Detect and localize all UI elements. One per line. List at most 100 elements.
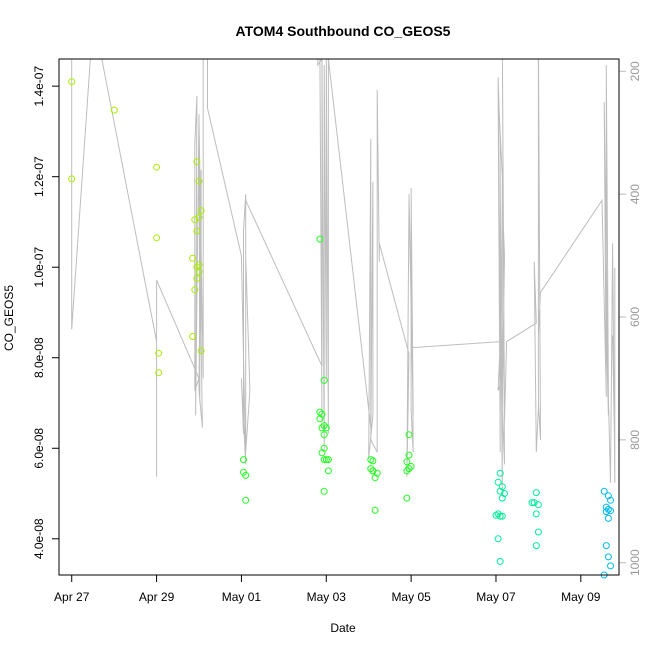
data-point bbox=[316, 415, 324, 423]
data-point bbox=[496, 557, 504, 565]
data-point bbox=[242, 471, 250, 479]
y-tick-label: 4.0e-08 bbox=[32, 518, 46, 559]
data-point bbox=[532, 510, 540, 518]
right-tick-label: 400 bbox=[628, 184, 642, 204]
data-point bbox=[405, 451, 413, 459]
data-point bbox=[318, 424, 326, 432]
data-point bbox=[607, 496, 614, 504]
chart-title: ATOM4 Southbound CO_GEOS5 bbox=[236, 23, 451, 39]
x-tick-label: May 07 bbox=[476, 590, 516, 604]
data-point bbox=[604, 514, 612, 522]
data-point bbox=[153, 234, 161, 242]
data-point bbox=[320, 456, 328, 464]
data-point bbox=[492, 511, 500, 519]
right-tick-label: 200 bbox=[628, 61, 642, 81]
data-point bbox=[191, 286, 199, 294]
data-point bbox=[195, 177, 203, 185]
data-point bbox=[68, 175, 76, 183]
data-point bbox=[369, 457, 377, 465]
data-point bbox=[195, 261, 203, 269]
data-point bbox=[195, 213, 203, 221]
plot-area-frame bbox=[58, 58, 620, 576]
data-points bbox=[68, 78, 614, 579]
y-tick-label: 1.0e-07 bbox=[32, 247, 46, 288]
data-point bbox=[407, 462, 415, 470]
data-point bbox=[193, 263, 201, 271]
x-tick-label: May 03 bbox=[307, 590, 347, 604]
data-point bbox=[197, 347, 205, 355]
data-point bbox=[494, 535, 502, 543]
data-point bbox=[153, 163, 161, 171]
y-axis-label: CO_GEOS5 bbox=[2, 285, 16, 351]
right-tick-label: 600 bbox=[628, 307, 642, 327]
y-tick-label: 6.0e-08 bbox=[32, 428, 46, 469]
data-point bbox=[371, 474, 379, 482]
y-tick-label: 1.4e-07 bbox=[32, 66, 46, 107]
data-point bbox=[532, 489, 540, 497]
data-point bbox=[318, 410, 326, 418]
data-point bbox=[189, 254, 197, 262]
data-point bbox=[602, 508, 610, 516]
altitude-line bbox=[71, 59, 616, 496]
data-point bbox=[189, 333, 197, 340]
right-tick-label: 1000 bbox=[628, 549, 642, 576]
data-point bbox=[534, 528, 542, 536]
x-axis-label: Date bbox=[330, 621, 356, 635]
data-point bbox=[316, 235, 324, 243]
data-point bbox=[316, 408, 324, 416]
data-point bbox=[240, 456, 247, 464]
right-tick-label: 800 bbox=[628, 430, 642, 450]
data-point bbox=[110, 106, 118, 114]
data-point bbox=[322, 456, 330, 464]
data-point bbox=[320, 431, 328, 439]
data-point bbox=[600, 487, 608, 495]
data-point bbox=[197, 207, 205, 215]
data-point bbox=[193, 275, 201, 282]
x-tick-label: Apr 29 bbox=[139, 590, 175, 604]
data-point bbox=[528, 499, 536, 507]
data-point bbox=[320, 376, 328, 384]
data-point bbox=[496, 469, 504, 477]
data-point bbox=[607, 562, 614, 570]
data-point bbox=[320, 422, 328, 430]
data-point bbox=[320, 444, 328, 452]
data-point bbox=[602, 542, 610, 550]
data-point bbox=[534, 501, 542, 509]
data-point bbox=[532, 542, 540, 550]
x-tick-label: May 09 bbox=[561, 590, 601, 604]
axes: Apr 27 Apr 29 May 01 May 03 May 05 May 07 May … bbox=[32, 61, 642, 604]
data-point bbox=[405, 465, 413, 473]
data-point bbox=[68, 78, 76, 86]
data-point bbox=[403, 494, 411, 502]
data-point bbox=[322, 424, 330, 432]
y-tick-label: 1.2e-07 bbox=[32, 156, 46, 197]
data-point bbox=[496, 512, 504, 520]
data-point bbox=[320, 487, 328, 495]
data-point bbox=[195, 268, 203, 276]
data-point bbox=[602, 503, 610, 511]
data-point bbox=[367, 465, 375, 473]
data-point bbox=[369, 467, 377, 475]
data-point bbox=[193, 227, 201, 235]
x-tick-label: Apr 27 bbox=[54, 590, 90, 604]
data-point bbox=[403, 467, 411, 475]
data-point bbox=[498, 494, 506, 502]
data-point bbox=[607, 507, 614, 515]
data-point bbox=[242, 496, 250, 504]
data-point bbox=[155, 369, 163, 377]
data-point bbox=[604, 492, 612, 500]
x-tick-label: May 01 bbox=[222, 590, 262, 604]
data-point bbox=[324, 456, 332, 464]
data-point bbox=[604, 553, 612, 561]
data-point bbox=[403, 458, 411, 466]
data-point bbox=[405, 431, 413, 439]
x-tick-label: May 05 bbox=[391, 590, 431, 604]
data-point bbox=[155, 349, 163, 357]
data-point bbox=[494, 478, 502, 486]
data-point bbox=[193, 158, 201, 166]
data-point bbox=[496, 487, 504, 495]
data-point bbox=[371, 506, 379, 514]
data-point bbox=[324, 467, 332, 475]
altitude-track bbox=[71, 59, 616, 496]
